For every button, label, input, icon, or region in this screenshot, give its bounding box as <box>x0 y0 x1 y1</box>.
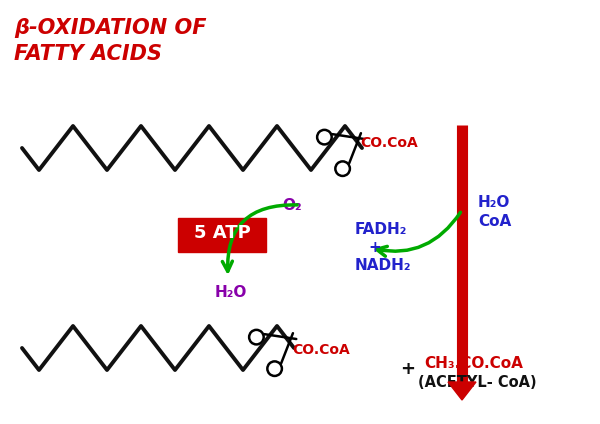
Text: CoA: CoA <box>478 214 511 229</box>
Text: 5 ATP: 5 ATP <box>194 224 250 242</box>
Text: NADH₂: NADH₂ <box>355 258 412 273</box>
Text: FATTY ACIDS: FATTY ACIDS <box>14 44 162 64</box>
FancyBboxPatch shape <box>178 218 266 252</box>
Text: H₂O: H₂O <box>478 195 511 210</box>
Text: (ACETYL- CoA): (ACETYL- CoA) <box>418 375 536 390</box>
Text: CO.CoA: CO.CoA <box>360 136 418 150</box>
Text: H₂O: H₂O <box>215 285 247 300</box>
Text: +: + <box>368 240 381 255</box>
Text: β-OXIDATION OF: β-OXIDATION OF <box>14 18 206 38</box>
Text: CO.CoA: CO.CoA <box>292 343 350 357</box>
Polygon shape <box>448 382 476 400</box>
Text: O₂: O₂ <box>282 198 302 213</box>
Text: +: + <box>400 360 415 378</box>
Text: FADH₂: FADH₂ <box>355 222 407 237</box>
Text: CH₃.CO.CoA: CH₃.CO.CoA <box>424 356 523 371</box>
